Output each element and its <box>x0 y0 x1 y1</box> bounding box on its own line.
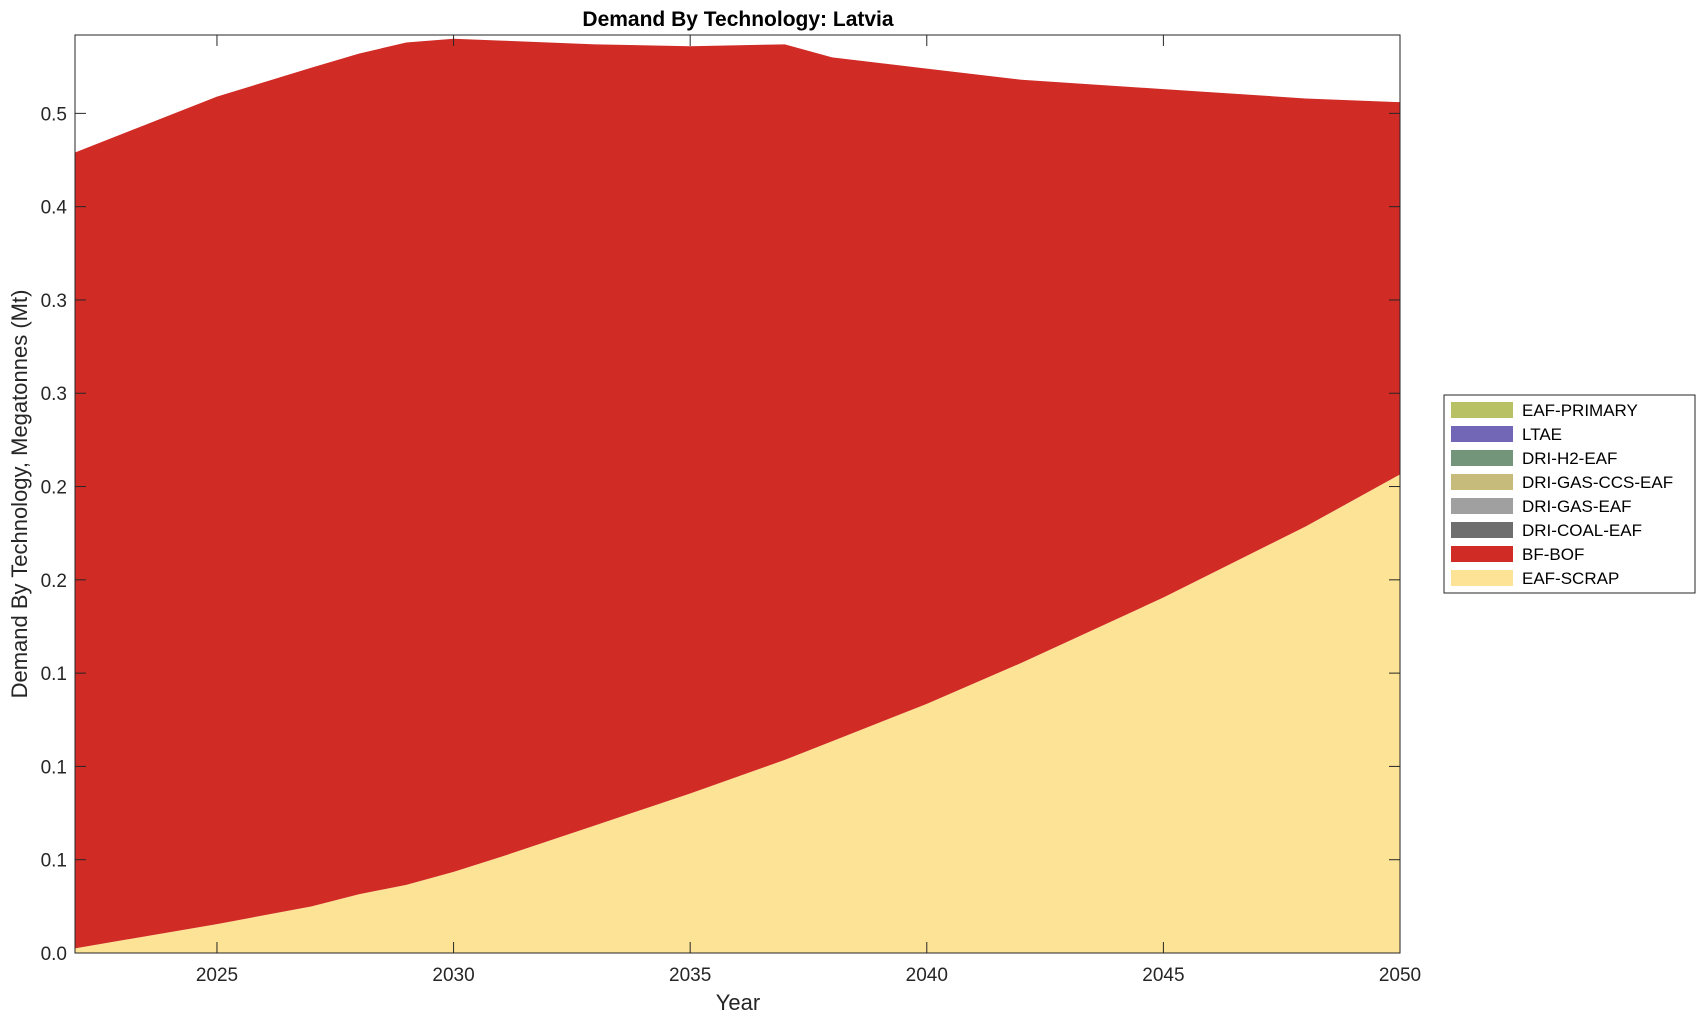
area-eaf-scrap <box>75 474 1400 953</box>
legend-swatch <box>1451 402 1513 418</box>
legend-swatch <box>1451 570 1513 586</box>
chart-title: Demand By Technology: Latvia <box>582 8 893 31</box>
y-tick-label: 0.1 <box>41 664 67 685</box>
legend-label: BF-BOF <box>1522 545 1584 564</box>
legend-swatch <box>1451 546 1513 562</box>
x-tick-label: 2025 <box>196 965 238 986</box>
plot-frame <box>74 34 1401 954</box>
legend-label: DRI-H2-EAF <box>1522 449 1617 468</box>
area-bf-bof <box>75 38 1400 949</box>
y-tick-label: 0.1 <box>41 851 67 872</box>
y-tick-label: 0.0 <box>41 944 67 965</box>
legend-label: EAF-PRIMARY <box>1522 401 1638 420</box>
y-tick-label: 0.4 <box>41 198 68 219</box>
stacked-areas <box>75 38 1400 953</box>
legend-swatch <box>1451 426 1513 442</box>
y-tick-label: 0.5 <box>41 104 67 125</box>
legend-label: DRI-COAL-EAF <box>1522 521 1642 540</box>
y-tick-label: 0.2 <box>41 478 67 499</box>
y-axis: 0.0 0.1 0.1 0.1 0.2 0.2 0.3 0.3 0.4 0.5 <box>41 104 1400 965</box>
legend-label: LTAE <box>1522 425 1562 444</box>
legend-swatch <box>1451 474 1513 490</box>
y-tick-label: 0.2 <box>41 571 67 592</box>
x-tick-label: 2030 <box>432 965 474 986</box>
x-axis: 2025 2030 2035 2040 2045 2050 <box>196 35 1421 986</box>
y-tick-label: 0.3 <box>41 291 67 312</box>
x-tick-label: 2040 <box>906 965 948 986</box>
x-axis-title: Year <box>716 990 760 1015</box>
legend-label: DRI-GAS-CCS-EAF <box>1522 473 1673 492</box>
y-tick-label: 0.1 <box>41 757 67 778</box>
legend-swatch <box>1451 498 1513 514</box>
x-tick-label: 2035 <box>669 965 711 986</box>
legend-label: DRI-GAS-EAF <box>1522 497 1632 516</box>
y-tick-label: 0.3 <box>41 384 67 405</box>
x-tick-label: 2050 <box>1379 965 1421 986</box>
legend-swatch <box>1451 522 1513 538</box>
legend: EAF-PRIMARY LTAE DRI-H2-EAF DRI-GAS-CCS-EAF… <box>1443 394 1696 594</box>
legend-label: EAF-SCRAP <box>1522 569 1619 588</box>
x-tick-label: 2045 <box>1142 965 1184 986</box>
y-axis-title: Demand By Technology, Megatonnes (Mt) <box>7 290 32 699</box>
legend-swatch <box>1451 450 1513 466</box>
